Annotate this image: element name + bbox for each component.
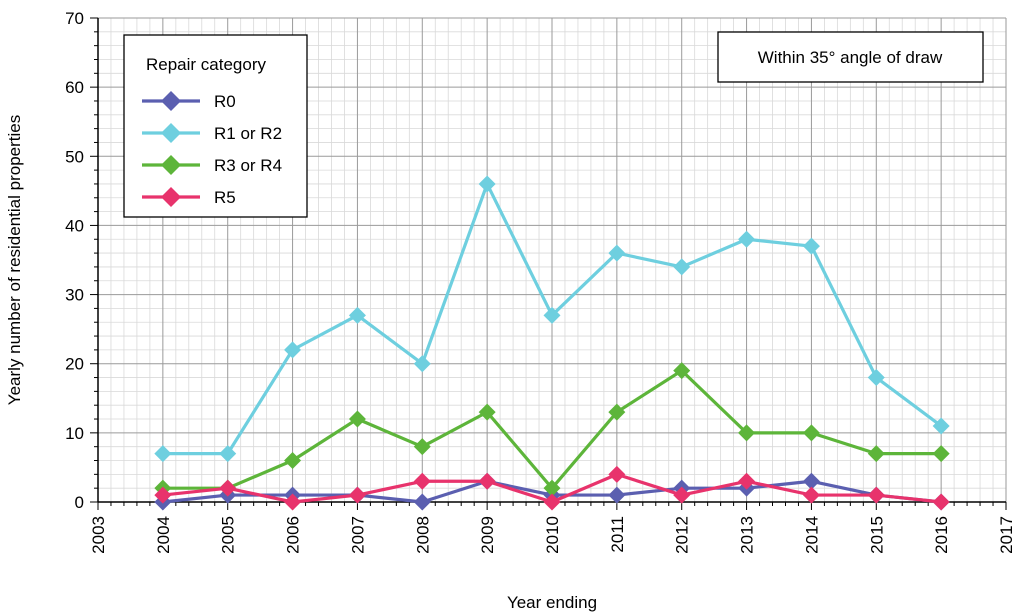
data-point-r0 (802, 472, 820, 490)
data-point-r3-or-r4 (543, 479, 561, 497)
legend: Repair category R0 R1 or R2 R3 or R4 R5 (123, 34, 308, 218)
series-r1-or-r2 (154, 175, 950, 463)
x-tick-label: 2009 (478, 516, 497, 554)
data-point-r5 (932, 493, 950, 511)
data-point-r1-or-r2 (738, 230, 756, 248)
data-point-r1-or-r2 (413, 355, 431, 373)
annotation-box: Within 35° angle of draw (717, 31, 984, 83)
legend-title: Repair category (146, 55, 267, 74)
x-tick-label: 2017 (997, 516, 1016, 554)
x-tick-label: 2003 (89, 516, 108, 554)
legend-label: R0 (214, 92, 236, 111)
data-point-r0 (413, 493, 431, 511)
data-point-r3-or-r4 (348, 410, 366, 428)
data-point-r5 (413, 472, 431, 490)
x-tick-labels: 2003 2004 2005 2006 2007 2008 2009 2010 2011 2012… (89, 516, 1016, 554)
data-point-r3-or-r4 (284, 452, 302, 470)
data-point-r3-or-r4 (932, 445, 950, 463)
legend-frame (123, 34, 308, 218)
data-point-r3-or-r4 (738, 424, 756, 442)
y-tick-label: 0 (75, 493, 84, 512)
x-tick-label: 2013 (738, 516, 757, 554)
x-tick-label: 2006 (284, 516, 303, 554)
legend-swatch-marker (161, 155, 181, 175)
x-tick-label: 2004 (154, 516, 173, 554)
data-point-r3-or-r4 (608, 403, 626, 421)
y-tick-label: 30 (65, 286, 84, 305)
annotation-text: Within 35° angle of draw (758, 48, 943, 67)
data-point-r1-or-r2 (673, 258, 691, 276)
y-tick-label: 50 (65, 147, 84, 166)
x-tick-label: 2011 (608, 516, 627, 553)
legend-swatch-marker (161, 91, 181, 111)
data-point-r3-or-r4 (413, 438, 431, 456)
data-point-r1-or-r2 (802, 237, 820, 255)
x-tick-label: 2014 (802, 516, 821, 554)
y-tick-labels: 0 10 20 30 40 50 60 70 (65, 9, 84, 512)
data-point-r5 (543, 493, 561, 511)
legend-label: R1 or R2 (214, 124, 282, 143)
y-tick-label: 10 (65, 424, 84, 443)
data-point-r0 (608, 486, 626, 504)
x-tick-label: 2005 (219, 516, 238, 554)
data-point-r1-or-r2 (154, 445, 172, 463)
series-r5 (154, 465, 950, 511)
data-point-r5 (154, 486, 172, 504)
x-tick-label: 2015 (867, 516, 886, 554)
x-tick-label: 2016 (932, 516, 951, 554)
x-tick-label: 2008 (413, 516, 432, 554)
legend-items: R0 R1 or R2 R3 or R4 R5 (142, 91, 282, 207)
data-point-r1-or-r2 (219, 445, 237, 463)
data-point-r5 (802, 486, 820, 504)
data-point-r5 (608, 465, 626, 483)
series-r3-or-r4 (154, 362, 950, 497)
data-point-r1-or-r2 (608, 244, 626, 262)
legend-swatch-marker (161, 187, 181, 207)
data-point-r3-or-r4 (867, 445, 885, 463)
legend-item-r3-or-r4: R3 or R4 (142, 155, 282, 175)
data-point-r1-or-r2 (284, 341, 302, 359)
x-axis-title: Year ending (507, 593, 597, 612)
data-point-r1-or-r2 (867, 369, 885, 387)
data-point-r3-or-r4 (478, 403, 496, 421)
data-point-r5 (673, 486, 691, 504)
legend-item-r0: R0 (142, 91, 236, 111)
x-tick-label: 2007 (348, 516, 367, 554)
data-point-r5 (867, 486, 885, 504)
data-point-r5 (348, 486, 366, 504)
y-tick-label: 20 (65, 355, 84, 374)
data-point-r3-or-r4 (673, 362, 691, 380)
x-tick-label: 2012 (673, 516, 692, 554)
legend-swatch-marker (161, 123, 181, 143)
series-layer (154, 175, 950, 511)
y-tick-label: 70 (65, 9, 84, 28)
data-point-r5 (284, 493, 302, 511)
legend-label: R3 or R4 (214, 156, 282, 175)
y-tick-label: 60 (65, 78, 84, 97)
data-point-r1-or-r2 (478, 175, 496, 193)
x-tick-label: 2010 (543, 516, 562, 554)
legend-label: R5 (214, 188, 236, 207)
data-point-r3-or-r4 (802, 424, 820, 442)
y-axis-title: Yearly number of residential properties (5, 115, 24, 405)
data-point-r1-or-r2 (932, 417, 950, 435)
data-point-r1-or-r2 (348, 306, 366, 324)
data-point-r5 (219, 479, 237, 497)
y-tick-label: 40 (65, 216, 84, 235)
annotation-frame (717, 31, 984, 83)
legend-item-r1-or-r2: R1 or R2 (142, 123, 282, 143)
legend-item-r5: R5 (142, 187, 236, 207)
data-point-r5 (478, 472, 496, 490)
data-point-r5 (738, 472, 756, 490)
data-point-r1-or-r2 (543, 306, 561, 324)
